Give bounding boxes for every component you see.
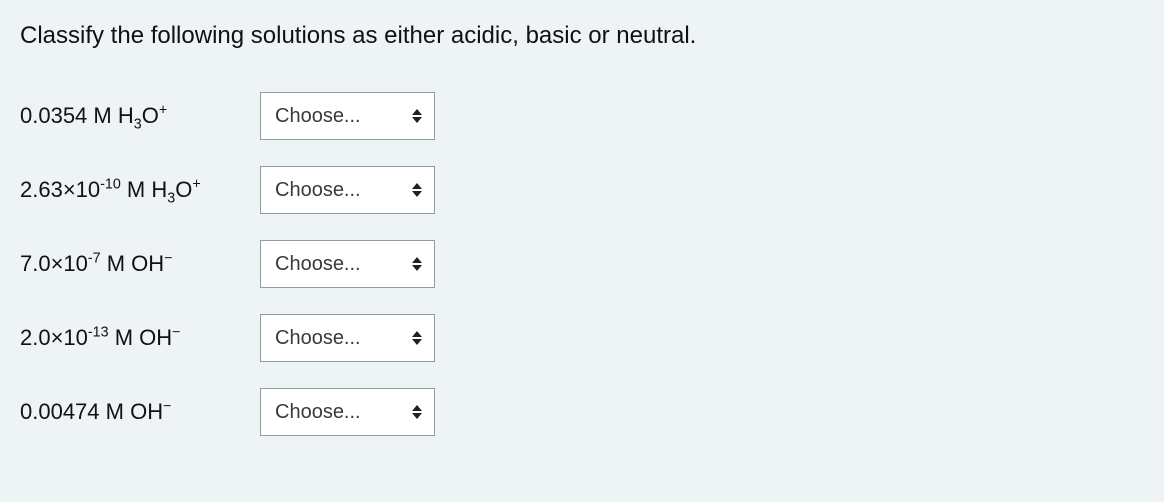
question-rows: 0.0354 M H3O+ Choose... 2.63×10-10 M H3O+ C… <box>20 92 1144 436</box>
question-row: 0.00474 M OH− Choose... <box>20 388 1144 436</box>
chevron-updown-icon <box>412 93 422 139</box>
question-row: 2.63×10-10 M H3O+ Choose... <box>20 166 1144 214</box>
dropdown-placeholder: Choose... <box>275 253 361 276</box>
chevron-updown-icon <box>412 389 422 435</box>
solution-label: 0.0354 M H3O+ <box>20 103 260 129</box>
chevron-updown-icon <box>412 241 422 287</box>
dropdown-placeholder: Choose... <box>275 327 361 350</box>
solution-label: 0.00474 M OH− <box>20 399 260 425</box>
solution-label: 2.0×10-13 M OH− <box>20 325 260 351</box>
dropdown-placeholder: Choose... <box>275 401 361 424</box>
classification-dropdown[interactable]: Choose... <box>260 314 435 362</box>
chevron-updown-icon <box>412 167 422 213</box>
chevron-updown-icon <box>412 315 422 361</box>
solution-label: 2.63×10-10 M H3O+ <box>20 177 260 203</box>
solution-label: 7.0×10-7 M OH− <box>20 251 260 277</box>
classification-dropdown[interactable]: Choose... <box>260 240 435 288</box>
question-row: 7.0×10-7 M OH− Choose... <box>20 240 1144 288</box>
question-prompt: Classify the following solutions as eith… <box>20 22 1144 50</box>
question-row: 0.0354 M H3O+ Choose... <box>20 92 1144 140</box>
question-row: 2.0×10-13 M OH− Choose... <box>20 314 1144 362</box>
dropdown-placeholder: Choose... <box>275 105 361 128</box>
classification-dropdown[interactable]: Choose... <box>260 166 435 214</box>
dropdown-placeholder: Choose... <box>275 179 361 202</box>
classification-dropdown[interactable]: Choose... <box>260 92 435 140</box>
classification-dropdown[interactable]: Choose... <box>260 388 435 436</box>
